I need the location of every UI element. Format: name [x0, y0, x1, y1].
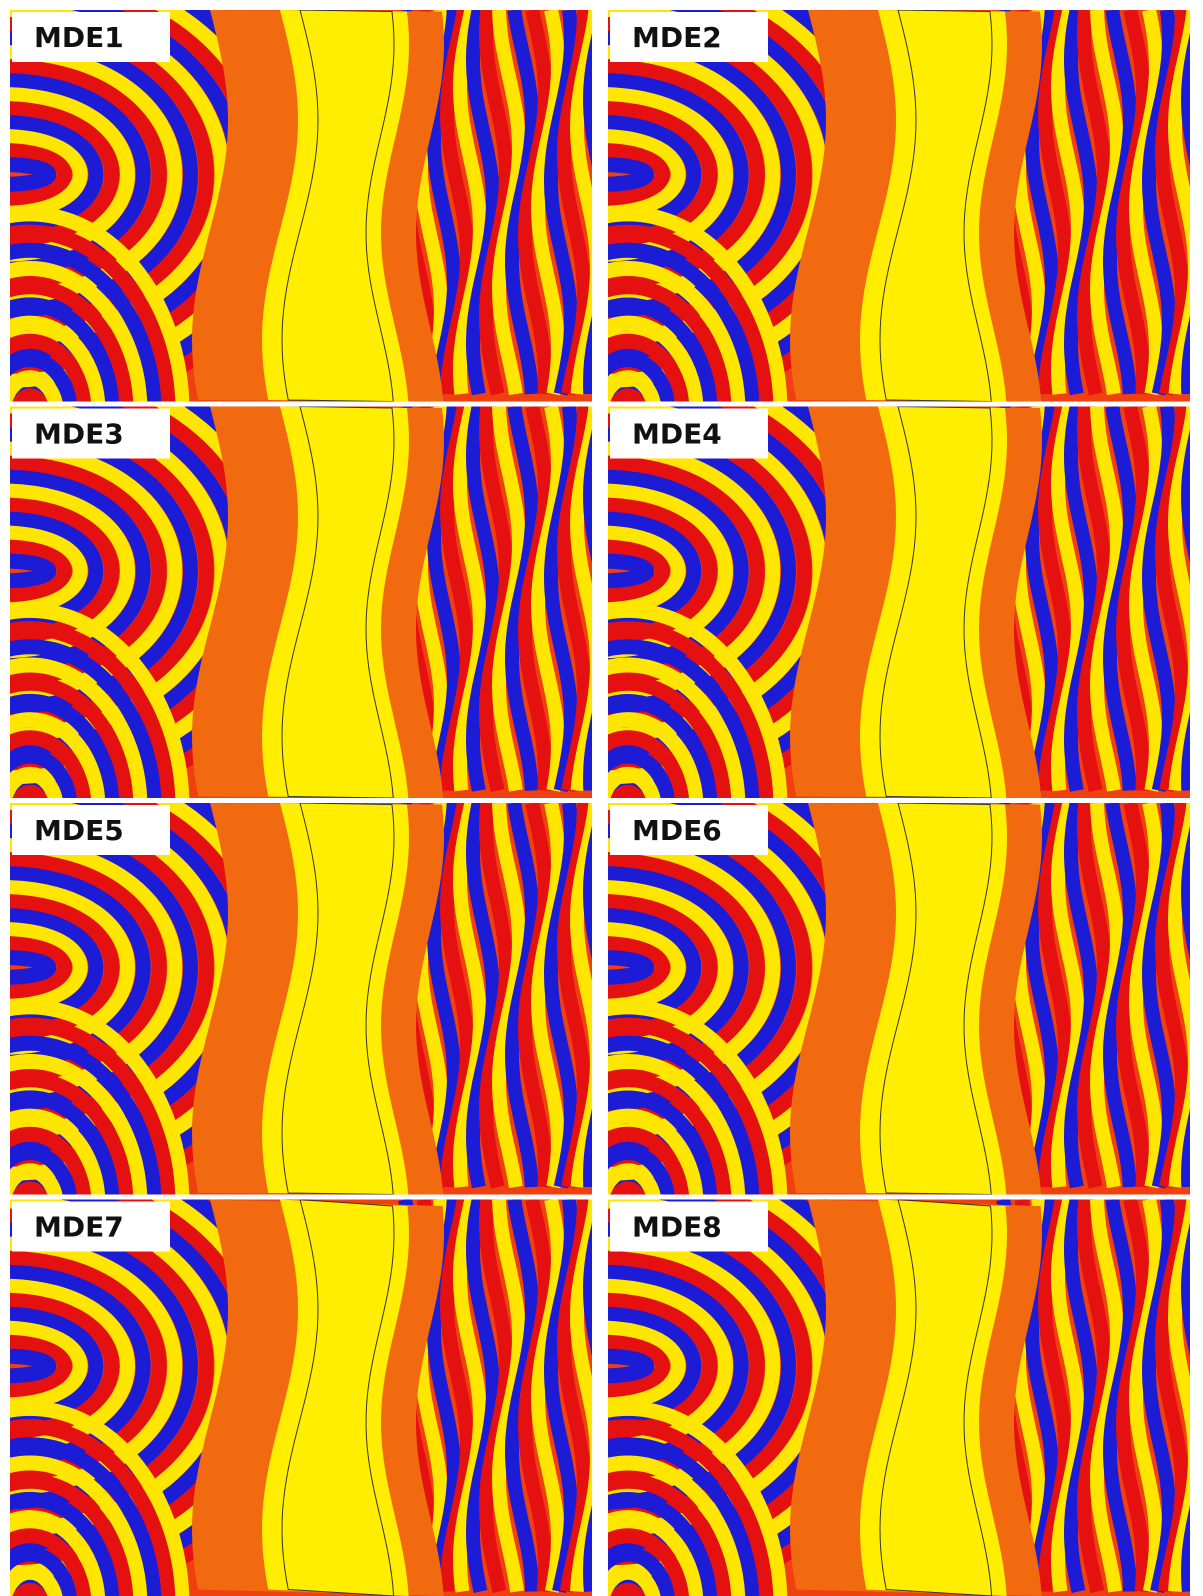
map-panel: MDE3: [0, 337, 610, 808]
map-panel: MDE5: [0, 733, 610, 1204]
panel-label: MDE4: [632, 418, 722, 451]
map-panel: MDE1: [0, 0, 610, 412]
panel-label: MDE6: [632, 814, 722, 847]
panel-label: MDE5: [34, 814, 124, 847]
contour-band: [616, 1590, 640, 1596]
panel-label: MDE8: [632, 1211, 722, 1244]
map-panel: MDE7: [0, 1132, 610, 1596]
panel-label: MDE7: [34, 1211, 124, 1244]
contour-band: [18, 1590, 42, 1596]
figure: MDE1 MDE2 MDE3 MDE4 MDE5 MDE6 MDE7 MDE8: [0, 0, 1203, 1596]
panel-label: MDE3: [34, 418, 124, 451]
map-layer: [0, 337, 610, 808]
map-layer: [0, 733, 610, 1204]
panel-label: MDE1: [34, 21, 124, 54]
panel-label: MDE2: [632, 21, 722, 54]
